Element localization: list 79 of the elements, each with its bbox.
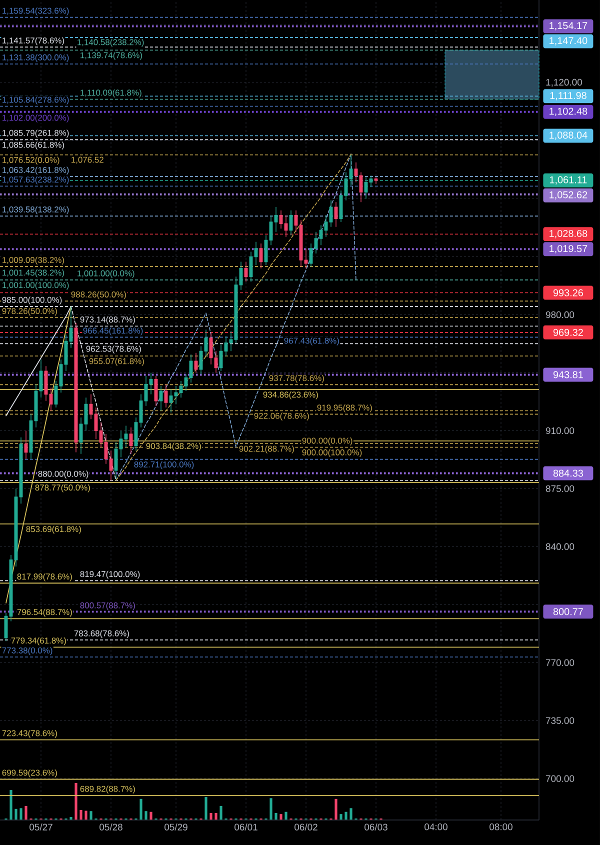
ref-line-label: 993.26 bbox=[553, 289, 583, 296]
annotation: 966.45(161.8%) bbox=[83, 327, 143, 336]
ref-line-label: 1,111.98 bbox=[550, 92, 586, 100]
y-tick-label: 875.00 bbox=[546, 485, 574, 492]
annotation: 1,131.38(300.0%) bbox=[2, 54, 69, 62]
ref-line-label: 800.77 bbox=[553, 608, 583, 616]
annotation: 985.00(100.0%) bbox=[2, 296, 62, 305]
annotation: 1,140.58(238.2%) bbox=[78, 38, 144, 47]
annotation: 800.57(88.7%) bbox=[80, 602, 135, 610]
y-tick-label: 770.00 bbox=[546, 659, 574, 666]
annotation: 1,141.57(78.6%) bbox=[2, 37, 64, 46]
annotation: 1,076.52 bbox=[72, 156, 104, 164]
annotation: 819.47(100.0%) bbox=[80, 570, 140, 579]
annotation: 1,063.42(161.8%) bbox=[2, 166, 69, 175]
ref-line-label: 1,028.68 bbox=[550, 230, 588, 238]
annotation: 1,105.84(278.6%) bbox=[2, 96, 69, 104]
annotation: 689.82(88.7%) bbox=[80, 786, 135, 794]
x-tick-label: 06/03 bbox=[364, 824, 388, 830]
annotation: 1,139.74(78.6%) bbox=[80, 52, 142, 60]
x-tick-label: 05/28 bbox=[100, 824, 122, 830]
annotation: 1,039.58(138.2%) bbox=[2, 206, 69, 214]
annotation: 900.00(0.0%) bbox=[302, 437, 352, 446]
annotation: 817.99(78.6%) bbox=[17, 573, 72, 582]
annotation: 903.84(38.2%) bbox=[146, 442, 201, 451]
ref-line-label: 969.32 bbox=[553, 328, 583, 336]
annotation: 880.00(0.0%) bbox=[38, 470, 88, 478]
ref-line-label: 1,052.62 bbox=[550, 191, 588, 200]
annotation: 783.68(78.6%) bbox=[74, 630, 129, 638]
x-tick-label: 06/01 bbox=[234, 824, 258, 830]
annotation: 967.43(61.8%) bbox=[284, 337, 339, 346]
ref-line-label: 1,147.40 bbox=[550, 37, 588, 46]
annotation: 892.71(100.0%) bbox=[134, 461, 194, 470]
annotation: 955.07(61.8%) bbox=[89, 358, 144, 366]
annotation: 934.86(23.6%) bbox=[263, 391, 318, 400]
annotation: 962.53(78.6%) bbox=[86, 346, 141, 354]
ref-line-label: 1,019.57 bbox=[550, 245, 588, 254]
annotation: 1,057.63(238.2%) bbox=[2, 176, 69, 184]
annotation: 1,001.00(0.0%) bbox=[78, 270, 134, 278]
x-tick-label: 05/27 bbox=[30, 824, 52, 830]
annotation: 1,085.79(261.8%) bbox=[2, 130, 69, 138]
annotation: 1,085.66(61.8%) bbox=[2, 142, 64, 150]
annotation: 1,001.00(100.0%) bbox=[2, 282, 69, 290]
ref-line-label: 1,088.04 bbox=[550, 132, 588, 140]
annotation: 773.38(0.0%) bbox=[2, 647, 52, 656]
x-tick-label: 04:00 bbox=[424, 824, 448, 830]
y-tick-label: 700.00 bbox=[546, 775, 574, 782]
annotation: 796.54(88.7%) bbox=[17, 608, 72, 617]
annotation: 902.21(88.7%) bbox=[239, 445, 294, 454]
annotation: 1,110.09(61.8%) bbox=[80, 89, 142, 98]
y-tick-label: 980.00 bbox=[546, 311, 574, 318]
annotation: 988.26(50.0%) bbox=[71, 291, 126, 300]
y-tick-label: 840.00 bbox=[546, 543, 574, 550]
annotation: 919.95(88.7%) bbox=[317, 404, 372, 412]
ref-line-label: 1,102.48 bbox=[550, 108, 588, 116]
annotation: 1,159.54(323.6%) bbox=[2, 8, 69, 16]
annotation: 723.43(78.6%) bbox=[2, 730, 57, 738]
x-tick-label: 05/29 bbox=[164, 824, 188, 830]
annotation: 937.78(78.6%) bbox=[269, 374, 324, 383]
annotation: 1,001.45(38.2%) bbox=[2, 269, 64, 278]
annotation: 900.00(100.0%) bbox=[302, 449, 362, 458]
annotation: 1,102.00(200.0%) bbox=[2, 114, 69, 122]
annotation: 1,076.52(0.0%) bbox=[2, 156, 60, 165]
ref-line-label: 1,154.17 bbox=[550, 22, 588, 30]
annotation: 699.59(23.6%) bbox=[2, 769, 57, 778]
annotation: 878.77(50.0%) bbox=[35, 484, 90, 492]
x-tick-label: 06/02 bbox=[294, 824, 318, 830]
ref-line-label: 1,061.11 bbox=[550, 176, 587, 184]
annotation: 978.26(50.0%) bbox=[2, 308, 57, 316]
annotation: 853.69(61.8%) bbox=[26, 526, 81, 534]
annotation: 973.14(88.7%) bbox=[80, 316, 135, 324]
annotation: 779.34(61.8%) bbox=[11, 637, 66, 646]
y-tick-label: 910.00 bbox=[546, 427, 574, 434]
x-tick-label: 08:00 bbox=[490, 824, 512, 830]
y-tick-label: 735.00 bbox=[546, 717, 574, 724]
y-tick-label: 1,120.00 bbox=[546, 78, 582, 87]
ref-line-label: 943.81 bbox=[553, 371, 583, 378]
ref-line-label: 884.33 bbox=[553, 470, 583, 477]
annotation: 922.06(78.6%) bbox=[254, 412, 309, 421]
annotation: 1,009.09(38.2%) bbox=[2, 256, 64, 265]
